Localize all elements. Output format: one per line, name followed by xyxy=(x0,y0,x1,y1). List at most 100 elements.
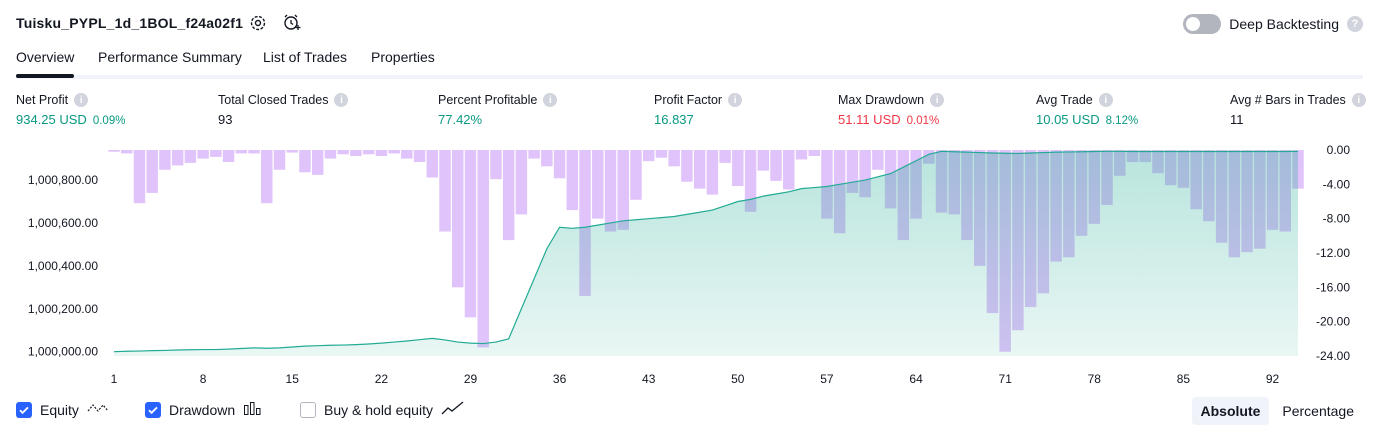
tab-properties[interactable]: Properties xyxy=(371,49,435,65)
buy-hold-checkbox[interactable] xyxy=(300,401,316,418)
info-icon[interactable]: i xyxy=(334,93,349,107)
drawdown-bar xyxy=(783,150,795,190)
x-axis-tick-label: 29 xyxy=(464,372,478,386)
drawdown-bar xyxy=(375,150,388,157)
drawdown-bar xyxy=(706,150,719,195)
right-axis-tick-label: -4.00 xyxy=(1323,177,1351,191)
drawdown-bar xyxy=(184,150,197,163)
add-alert-icon[interactable] xyxy=(282,13,302,33)
left-axis-tick-label: 1,000,800.00 xyxy=(28,173,98,187)
tab-list-of-trades[interactable]: List of Trades xyxy=(263,49,348,65)
drawdown-bar xyxy=(350,150,362,157)
drawdown-bar xyxy=(146,150,158,193)
metric-percent-profitable: Percent Profitable i 77.42% xyxy=(438,93,558,127)
drawdown-bar xyxy=(502,150,515,241)
drawdown-bar xyxy=(553,150,566,179)
metric-label: Avg # Bars in Trades xyxy=(1230,93,1346,107)
metric-profit-factor: Profit Factor i 16.837 xyxy=(654,93,743,127)
legend-buy-hold-equity[interactable]: Buy & hold equity xyxy=(300,400,465,419)
drawdown-bar xyxy=(693,150,706,189)
drawdown-bar xyxy=(515,150,528,215)
right-axis-tick-label: -24.00 xyxy=(1316,349,1350,363)
tab-performance-summary[interactable]: Performance Summary xyxy=(98,49,242,65)
drawdown-bar xyxy=(719,150,731,163)
drawdown-bar xyxy=(795,150,808,160)
info-icon[interactable]: i xyxy=(543,93,558,107)
legend-buy-hold-label: Buy & hold equity xyxy=(324,401,433,418)
drawdown-bar xyxy=(222,150,235,163)
metric-avg-trade: Avg Trade i 10.05 USD 8.12% xyxy=(1036,93,1138,127)
deep-backtesting-label: Deep Backtesting xyxy=(1229,16,1339,32)
metric-net-profit: Net Profit i 934.25 USD 0.09% xyxy=(16,93,125,127)
drawdown-bar xyxy=(579,150,591,296)
metric-label: Max Drawdown xyxy=(838,93,925,107)
equity-checkbox[interactable] xyxy=(16,401,32,418)
left-axis-tick-label: 1,000,200.00 xyxy=(28,302,98,316)
toggle-knob xyxy=(1186,17,1201,31)
drawdown-bar xyxy=(439,150,451,232)
x-axis-tick-label: 57 xyxy=(820,372,834,386)
drawdown-bar xyxy=(133,150,146,204)
drawdown-bar xyxy=(655,150,668,158)
metric-percent: 8.12% xyxy=(1105,115,1139,127)
deep-backtesting: Deep Backtesting ? xyxy=(1183,12,1363,36)
drawdown-bar xyxy=(642,150,655,162)
legend-drawdown[interactable]: Drawdown xyxy=(145,400,263,419)
drawdown-bar xyxy=(604,150,617,232)
info-icon[interactable]: i xyxy=(728,93,743,107)
drawdown-bar xyxy=(388,150,400,154)
percentage-button[interactable]: Percentage xyxy=(1282,403,1354,419)
metric-label: Profit Factor xyxy=(654,93,723,107)
help-icon[interactable]: ? xyxy=(1347,16,1363,32)
metric-avg-bars-in-trades: Avg # Bars in Trades i 11 xyxy=(1230,93,1366,127)
chart-axes: 1,000,000.00 1,000,200.00 1,000,400.00 1,00… xyxy=(28,143,1350,386)
equity-area xyxy=(114,151,1298,356)
metric-value: 16.837 xyxy=(654,112,694,127)
drawdown-bar xyxy=(528,150,540,159)
info-icon[interactable]: i xyxy=(1351,93,1366,107)
drawdown-bar xyxy=(770,150,782,181)
equity-line-icon xyxy=(87,400,111,419)
metrics-row: Net Profit i 934.25 USD 0.09% Total Closed… xyxy=(16,93,1366,133)
x-axis-tick-label: 1 xyxy=(111,372,118,386)
drawdown-bar xyxy=(744,150,757,212)
drawdown-checkbox[interactable] xyxy=(145,401,161,418)
x-axis-tick-label: 8 xyxy=(200,372,207,386)
drawdown-bar xyxy=(821,150,833,219)
info-icon[interactable]: i xyxy=(74,93,89,107)
drawdown-bar xyxy=(630,150,642,200)
drawdown-bar xyxy=(617,150,629,230)
drawdown-bar xyxy=(324,150,337,159)
right-axis-tick-label: 0.00 xyxy=(1327,143,1351,157)
tab-overview[interactable]: Overview xyxy=(16,49,75,78)
metric-max-drawdown: Max Drawdown i 51.11 USD 0.01% xyxy=(838,93,945,127)
equity-drawdown-chart[interactable]: 1,000,000.00 1,000,200.00 1,000,400.00 1,00… xyxy=(0,140,1379,390)
report-tabs: Overview Performance Summary List of Tra… xyxy=(16,44,1363,79)
x-axis-tick-label: 15 xyxy=(286,372,300,386)
info-icon[interactable]: i xyxy=(930,93,945,107)
legend-equity[interactable]: Equity xyxy=(16,400,111,419)
x-axis-tick-label: 22 xyxy=(375,372,389,386)
drawdown-bar xyxy=(490,150,502,180)
drawdown-bar xyxy=(362,150,375,155)
right-axis-tick-label: -8.00 xyxy=(1323,212,1351,226)
metric-value: 51.11 USD xyxy=(838,112,901,127)
deep-backtesting-toggle[interactable] xyxy=(1183,14,1222,34)
strategy-name: Tuisku_PYPL_1d_1BOL_f24a02f1 xyxy=(16,15,244,31)
drawdown-bar xyxy=(566,150,579,211)
absolute-button[interactable]: Absolute xyxy=(1191,397,1270,425)
drawdown-bar xyxy=(401,150,413,159)
right-axis-tick-label: -12.00 xyxy=(1316,246,1350,260)
drawdown-bar xyxy=(413,150,426,163)
drawdown-bar xyxy=(859,150,871,198)
info-icon[interactable]: i xyxy=(1098,93,1113,107)
metric-label: Total Closed Trades xyxy=(218,93,329,107)
equity-line xyxy=(113,150,1299,353)
drawdown-bar xyxy=(592,150,604,219)
metric-value: 934.25 USD xyxy=(16,112,87,127)
settings-icon[interactable] xyxy=(248,13,268,33)
metric-label: Net Profit xyxy=(16,93,69,107)
drawdown-bars-icon xyxy=(243,400,263,419)
right-axis-tick-label: -20.00 xyxy=(1316,315,1350,329)
buy-hold-line-icon xyxy=(441,400,465,419)
